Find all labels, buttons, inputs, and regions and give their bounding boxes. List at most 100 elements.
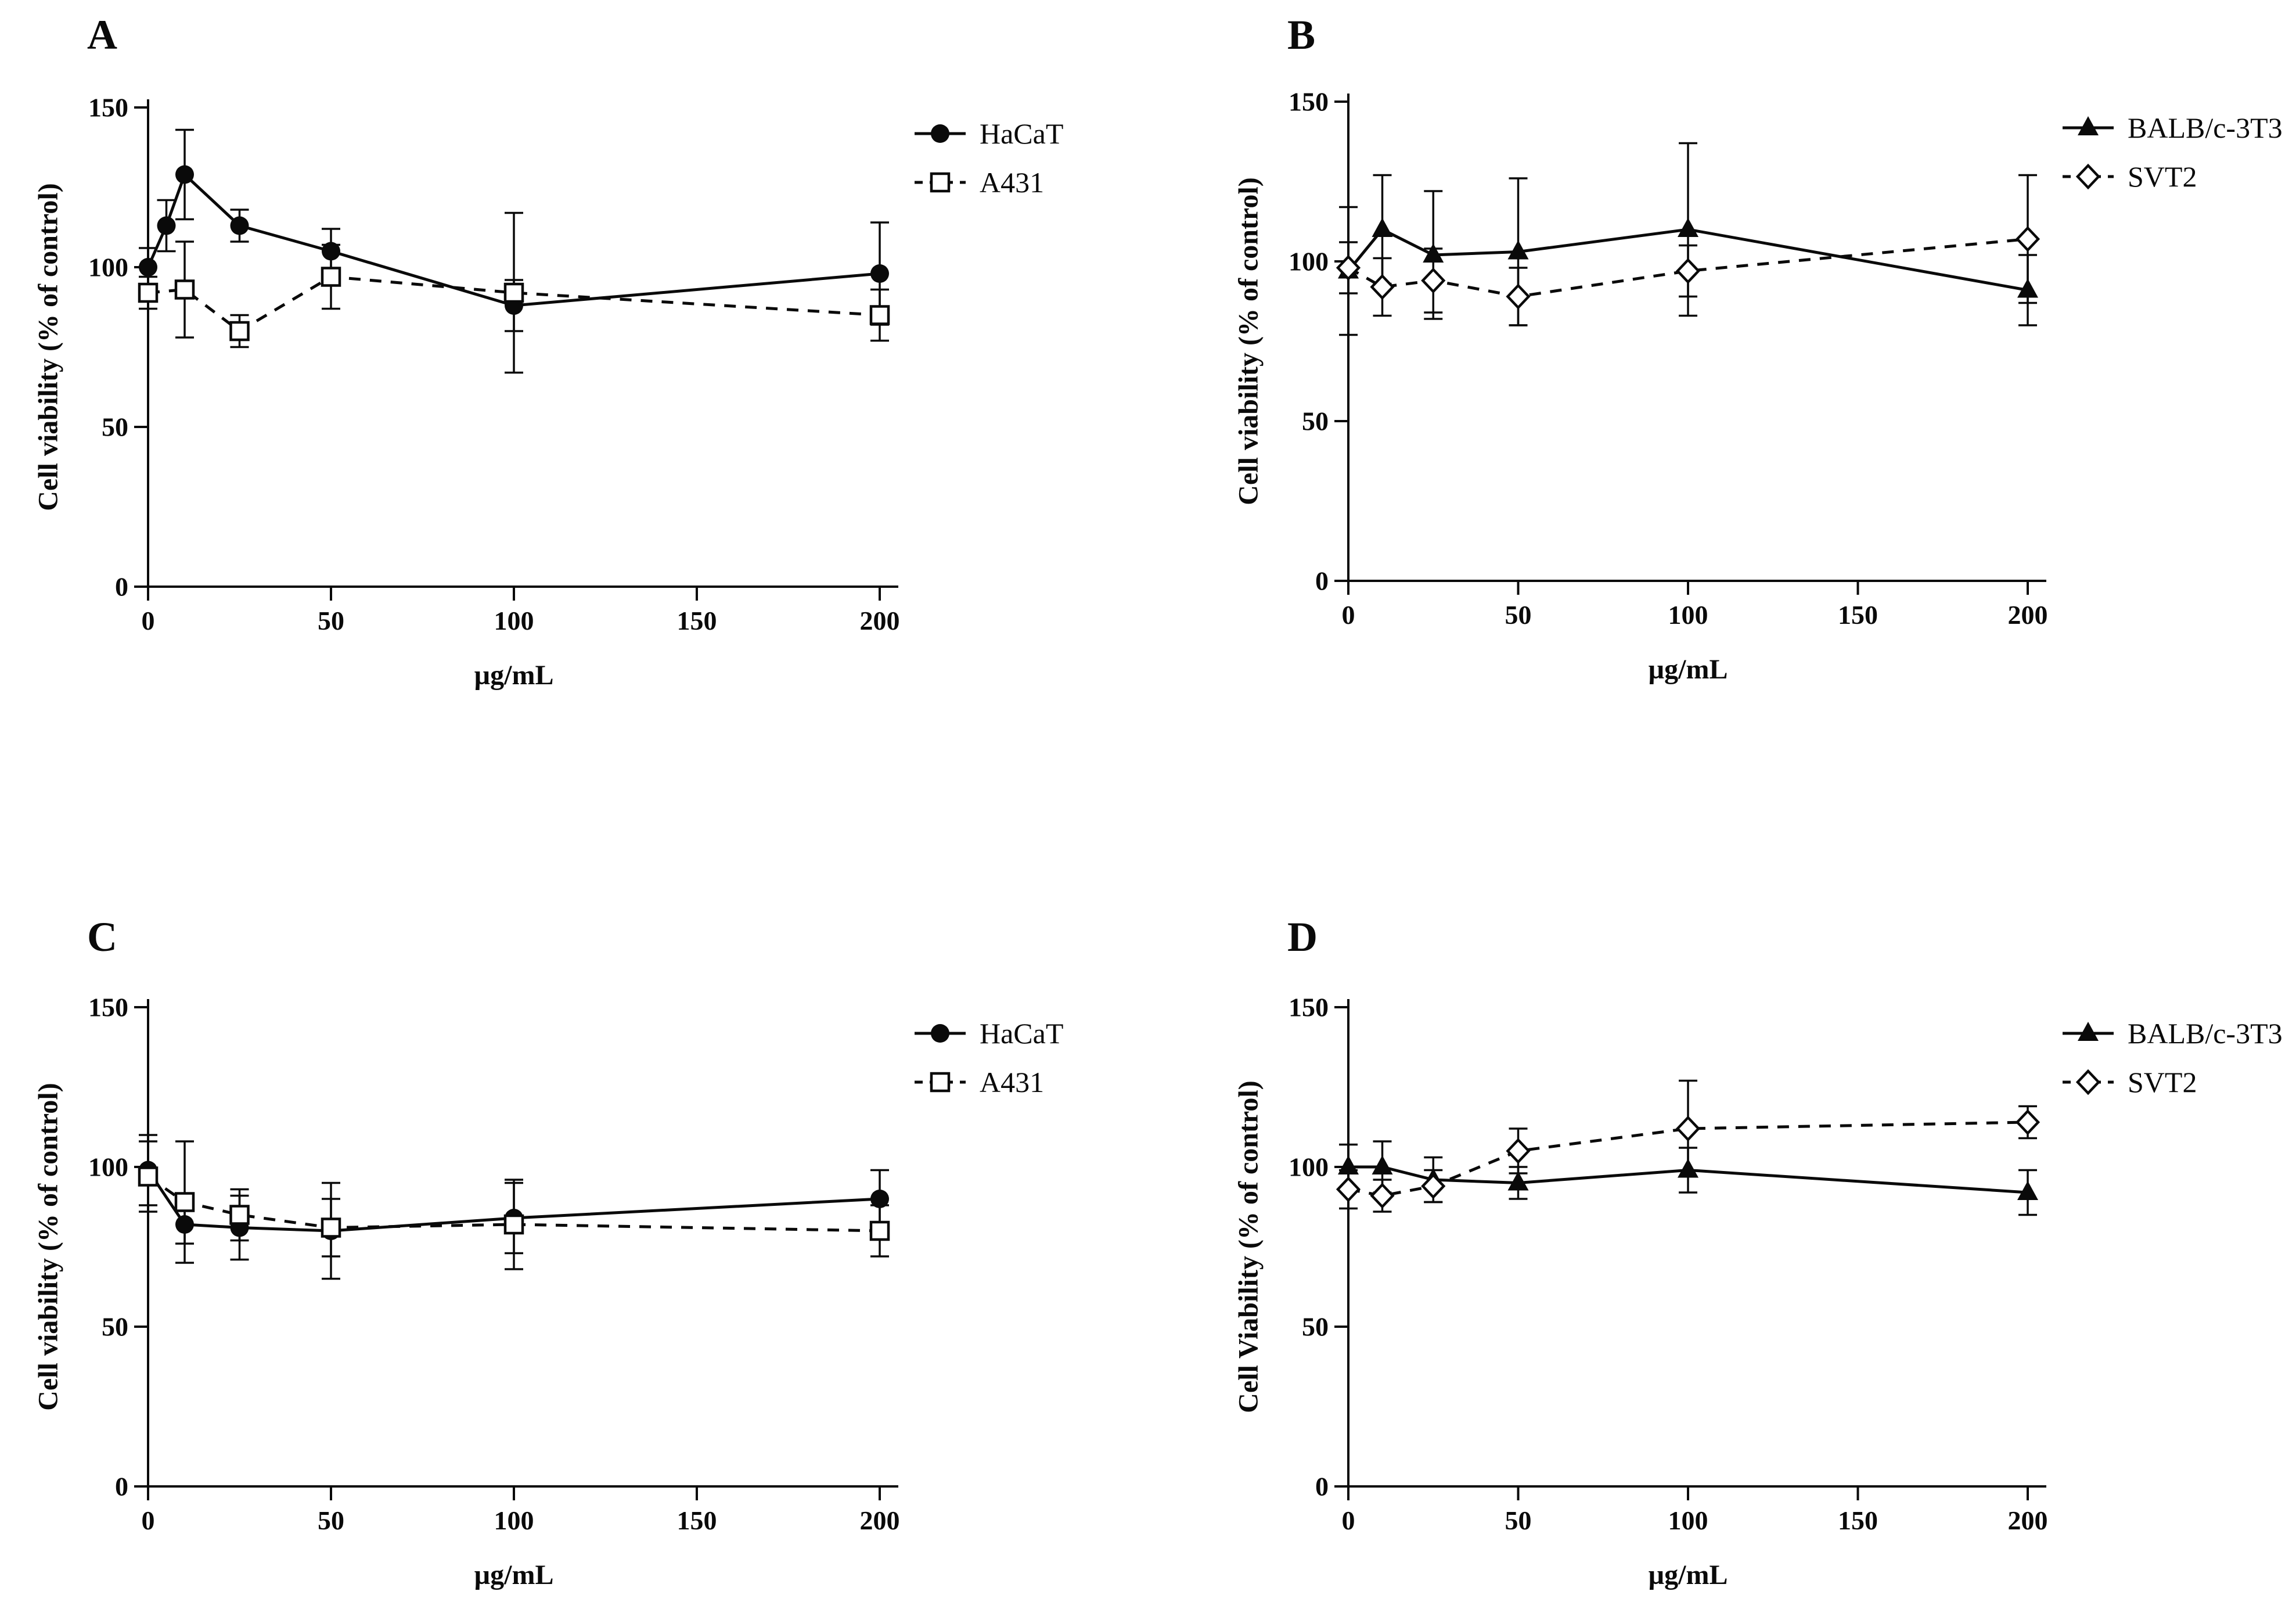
triangle-filled-marker [2017,1181,2038,1200]
diamond-open-marker [2075,163,2101,190]
y-tick-label: 100 [88,1152,128,1182]
legend-label: HaCaT [980,117,1063,150]
legend-label: A431 [980,1066,1044,1098]
tick-labels: 0 50 100 150 0 50 100 150 200 [1289,87,2048,630]
diamond-open-marker [1675,1115,1701,1142]
panel-c-label: C [87,914,117,960]
y-tick-label: 50 [102,412,128,442]
series-balb-c-3t3 [1338,142,2038,336]
x-tick-label: 200 [860,606,900,635]
x-tick-label: 150 [677,1506,717,1535]
legend-item-hacat: HaCaT [915,117,1063,150]
legend-label: SVT2 [2128,160,2197,193]
legend-item-balb-c-3t3: BALB/c-3T3 [2063,1017,2283,1050]
y-axis-label: Cell viability (% of control) [33,183,64,511]
diamond-open-marker [1370,274,1395,300]
series-svt2 [1336,1079,2041,1213]
y-tick-label: 50 [102,1312,128,1342]
legend-item-hacat: HaCaT [915,1017,1063,1050]
square-open-marker [138,282,159,303]
y-tick-label: 150 [1289,993,1329,1022]
x-axis-label: µg/mL [1649,654,1728,685]
axes [134,999,898,1500]
diamond-open-marker [1421,267,1446,294]
x-tick-label: 50 [318,606,344,635]
panel-a: A 0 50 100 150 0 50 100 150 200 Cell viability (%… [0,0,1148,801]
panel-d-chart: 0 50 100 150 0 50 100 150 200 Cell Viability (% o… [1233,993,2283,1591]
x-tick-label: 150 [1838,1506,1878,1535]
x-tick-label: 200 [2008,600,2048,630]
y-tick-label: 50 [1302,1312,1329,1342]
square-open-marker [321,267,341,287]
y-axis-label: Cell Viability (% of control) [1233,1080,1264,1413]
panel-b-chart: 0 50 100 150 0 50 100 150 200 Cell viability (% o… [1233,87,2283,685]
panel-a-label: A [87,12,117,58]
diamond-open-marker [1506,283,1531,310]
legend-label: BALB/c-3T3 [2128,1017,2283,1050]
x-tick-label: 100 [1668,1506,1708,1535]
x-axis-label: µg/mL [474,1560,554,1590]
diamond-open-marker [1675,258,1701,284]
circle-filled-marker [931,1024,949,1043]
x-tick-label: 0 [142,606,155,635]
triangle-filled-marker [1372,218,1393,237]
panel-d: D 0 50 100 150 0 50 100 150 200 Cell Viability (%… [1148,801,2296,1602]
square-open-marker [174,1192,195,1212]
x-tick-label: 100 [1668,600,1708,630]
circle-filled-marker [931,124,949,143]
panel-c: C 0 50 100 150 0 50 100 150 200 Cell viability (%… [0,801,1148,1602]
diamond-open-marker [2015,226,2041,252]
y-tick-label: 100 [88,253,128,282]
y-tick-label: 150 [88,93,128,123]
x-tick-label: 200 [2008,1506,2048,1535]
panel-c-chart: 0 50 100 150 0 50 100 150 200 Cell viability (% o… [33,993,1064,1591]
square-open-marker [930,1072,951,1093]
circle-filled-marker [157,216,176,235]
axes [134,99,898,601]
x-tick-label: 50 [1505,1506,1532,1535]
panel-a-chart: 0 50 100 150 0 50 100 150 200 Cell viability (% o… [33,93,1064,691]
x-tick-label: 50 [318,1506,344,1535]
series-line [147,1175,880,1233]
legend-label: A431 [980,166,1044,199]
y-axis-label: Cell viability (% of control) [33,1083,64,1410]
axes [1334,999,2046,1500]
square-open-marker [229,1205,250,1225]
x-tick-label: 100 [494,606,534,635]
circle-filled-marker [870,264,889,283]
x-tick-label: 0 [142,1506,155,1535]
diamond-open-marker [1506,1138,1531,1164]
series-line [146,1169,880,1233]
circle-filled-marker [175,165,194,184]
panel-b: B 0 50 100 150 0 50 100 150 200 Cell viability (%… [1148,0,2296,801]
circle-filled-marker [870,1190,889,1208]
legend-label: HaCaT [980,1017,1063,1050]
diamond-open-marker [1336,1176,1361,1202]
tick-labels: 0 50 100 150 0 50 100 150 200 [88,993,900,1536]
series-svt2 [1336,174,2041,326]
triangle-filled-marker [2078,116,2099,135]
x-axis-label: µg/mL [1649,1560,1728,1590]
square-open-marker [503,282,524,303]
y-tick-label: 0 [1315,566,1329,596]
x-axis-label: µg/mL [474,660,554,691]
diamond-open-marker [2015,1109,2041,1136]
triangle-filled-marker [2078,1022,2099,1041]
square-open-marker [930,172,951,193]
tick-labels: 0 50 100 150 0 50 100 150 200 [1289,993,2048,1536]
series-a431 [138,211,890,374]
y-tick-label: 0 [115,1472,128,1502]
square-open-marker [503,1214,524,1235]
axes [1334,94,2046,595]
triangle-filled-marker [1507,1171,1529,1191]
legend-item-svt2: SVT2 [2063,160,2197,193]
legend-item-balb-c-3t3: BALB/c-3T3 [2063,112,2283,144]
diamond-open-marker [1370,1183,1395,1209]
series-a431 [138,1140,890,1270]
panel-b-label: B [1287,12,1316,58]
legend-label: SVT2 [2128,1066,2197,1098]
triangle-filled-marker [1507,240,1529,260]
x-tick-label: 0 [1342,600,1355,630]
y-tick-label: 150 [88,993,128,1022]
circle-filled-marker [139,258,157,276]
